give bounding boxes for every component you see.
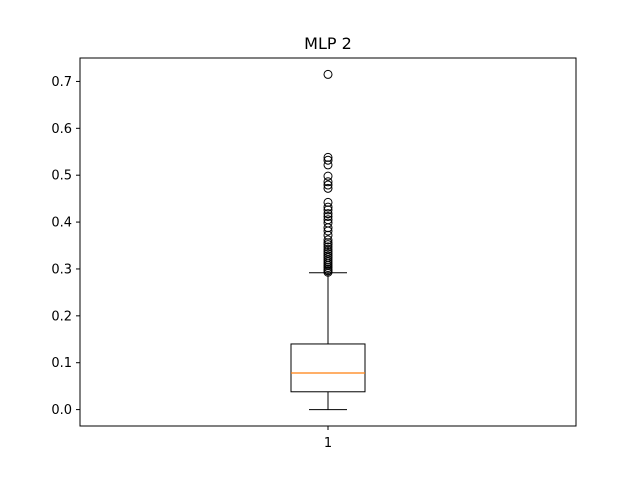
y-tick-label: 0.1 (51, 356, 72, 371)
y-tick-label: 0.4 (51, 216, 72, 231)
outlier-point (323, 267, 333, 277)
plot-area (290, 69, 366, 411)
outlier-point (323, 197, 333, 207)
x-tick-label: 1 (324, 436, 332, 451)
outlier-point (323, 211, 333, 221)
chart-title: MLP 2 (304, 34, 352, 53)
outlier-point (323, 177, 333, 187)
outlier-point (323, 69, 333, 79)
y-axis: 0.0 0.1 0.2 0.3 0.4 0.5 0.6 0.7 (51, 75, 80, 418)
outlier-point (323, 183, 333, 193)
outlier-point (323, 171, 333, 181)
outlier-point (323, 180, 333, 190)
axes-frame (79, 57, 577, 427)
iqr-box (290, 343, 366, 393)
y-tick-label: 0.5 (51, 169, 72, 184)
outlier-point (323, 202, 333, 212)
outlier-point (323, 242, 333, 252)
y-tick-label: 0.6 (51, 122, 72, 137)
y-tick-label: 0.3 (51, 262, 72, 277)
x-axis: 1 (324, 426, 332, 451)
y-tick-label: 0.7 (51, 75, 72, 90)
outlier-point (323, 160, 333, 170)
outlier-point (323, 235, 333, 245)
outlier-point (323, 209, 333, 219)
outlier-point (323, 226, 333, 236)
outlier-point (323, 205, 333, 215)
outlier-point (323, 155, 333, 165)
y-tick-label: 0.2 (51, 309, 72, 324)
y-tick-label: 0.0 (51, 403, 72, 418)
outlier-point (323, 240, 333, 250)
